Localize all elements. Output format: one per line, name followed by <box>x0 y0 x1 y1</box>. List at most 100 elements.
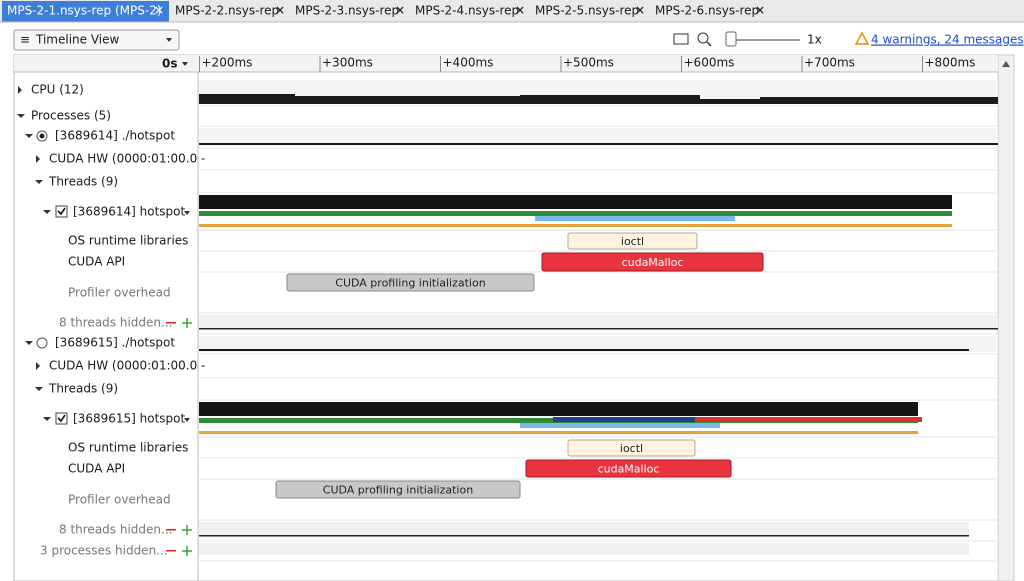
event-label[interactable]: cudaMalloc <box>598 463 660 476</box>
zoom-thumb[interactable] <box>725 31 737 47</box>
keyboard-icon[interactable] <box>673 33 689 45</box>
thread-state <box>520 423 720 428</box>
tab-label[interactable]: MPS-2-5.nsys-rep <box>535 4 639 18</box>
show-button[interactable] <box>182 525 192 535</box>
hide-button[interactable] <box>166 322 176 324</box>
tab-close[interactable]: ✕ <box>515 4 525 18</box>
process-activity <box>199 143 998 145</box>
tree-label[interactable]: [3689614] hotspot <box>73 205 185 219</box>
expander[interactable] <box>36 362 40 370</box>
row-band <box>199 80 998 100</box>
hide-button[interactable] <box>166 529 176 531</box>
thread-activity <box>199 195 952 209</box>
row-band <box>199 128 998 146</box>
ruler-tick-label: +200ms <box>202 56 253 70</box>
row-band <box>199 336 998 352</box>
checkbox[interactable] <box>55 412 68 425</box>
event-label[interactable]: cudaMalloc <box>622 256 684 269</box>
tree-label[interactable]: CUDA API <box>68 462 125 476</box>
zoom-out-icon[interactable] <box>697 32 709 44</box>
cpu-activity <box>199 94 998 104</box>
expander[interactable] <box>43 417 51 421</box>
tab-close[interactable]: ✕ <box>395 4 405 18</box>
tab-close[interactable]: ✕ <box>154 4 164 18</box>
expander[interactable] <box>43 210 51 214</box>
radio-dot <box>39 133 45 139</box>
tree-label[interactable]: Profiler overhead <box>68 286 171 300</box>
event-label[interactable]: CUDA profiling initialization <box>323 484 473 497</box>
tree-label[interactable]: CPU (12) <box>31 83 84 97</box>
expander[interactable] <box>36 155 40 163</box>
thread-activity <box>199 402 918 416</box>
event-label[interactable]: ioctl <box>620 442 643 455</box>
tree-label[interactable]: Threads (9) <box>48 175 118 189</box>
tab-label[interactable]: MPS-2-6.nsys-rep <box>655 4 759 18</box>
event-label[interactable]: ioctl <box>621 235 644 248</box>
tree-label: 3 processes hidden... <box>40 544 168 558</box>
radio[interactable] <box>36 337 48 349</box>
tab-close[interactable]: ✕ <box>635 4 645 18</box>
tree-label[interactable]: OS runtime libraries <box>68 234 188 248</box>
view-select[interactable] <box>13 29 180 51</box>
view-select-label[interactable]: Timeline View <box>35 33 120 47</box>
tree-label[interactable]: Threads (9) <box>48 382 118 396</box>
event-a_init[interactable] <box>286 273 535 292</box>
event-label[interactable]: CUDA profiling initialization <box>335 277 485 290</box>
ruler <box>14 55 998 72</box>
checkbox[interactable] <box>55 205 68 218</box>
events: ioctl cudaMalloc CUDA profiling initializa… <box>275 232 764 499</box>
event-a_malloc[interactable] <box>541 252 764 272</box>
tab-close[interactable]: ✕ <box>275 4 285 18</box>
event-b_ioctl[interactable] <box>567 439 696 457</box>
tree-label[interactable]: CUDA HW (0000:01:00.0 - <box>49 359 205 373</box>
hidden-activity <box>199 315 998 329</box>
expander[interactable] <box>25 134 33 138</box>
scroll-up[interactable] <box>1002 61 1010 67</box>
hide-button[interactable] <box>166 550 176 552</box>
tree-label[interactable]: [3689615] hotspot <box>73 412 185 426</box>
tree-label[interactable]: CUDA API <box>68 255 125 269</box>
dropdown-arrow[interactable] <box>184 211 190 215</box>
hidden-activity <box>199 535 969 537</box>
ruler-tick-label: +400ms <box>443 56 494 70</box>
tab-label[interactable]: MPS-2-2.nsys-rep <box>175 4 279 18</box>
hidden-activity <box>199 522 969 536</box>
expander[interactable] <box>18 86 22 94</box>
warnings-link[interactable]: 4 warnings, 24 messages <box>871 33 1024 47</box>
tree-label[interactable]: CUDA HW (0000:01:00.0 - <box>49 152 205 166</box>
expander[interactable] <box>35 387 43 391</box>
ruler-tick-label: +700ms <box>804 56 855 70</box>
dropdown-arrow[interactable] <box>184 418 190 422</box>
expander[interactable] <box>35 180 43 184</box>
menu-icon: ≡ <box>20 33 30 47</box>
show-button[interactable] <box>182 546 192 556</box>
tab-bar <box>0 0 1024 22</box>
tree-label: 8 threads hidden... <box>59 316 172 330</box>
scrollbar[interactable] <box>997 54 1015 581</box>
tab-label[interactable]: MPS-2-4.nsys-rep <box>415 4 519 18</box>
expander[interactable] <box>17 114 25 118</box>
event-a_ioctl[interactable] <box>567 232 698 250</box>
thread-state <box>695 417 922 422</box>
tree-label: 8 threads hidden... <box>59 523 172 537</box>
event-b_malloc[interactable] <box>525 459 732 478</box>
dropdown-arrow <box>182 62 188 66</box>
tab-label[interactable]: MPS-2-3.nsys-rep <box>295 4 399 18</box>
tab-label[interactable]: MPS-2-1.nsys-rep (MPS-2) <box>7 4 162 18</box>
ruler-origin: 0s <box>162 57 178 71</box>
tree-label[interactable]: Profiler overhead <box>68 493 171 507</box>
thread-state <box>535 216 735 221</box>
tree-label[interactable]: [3689614] ./hotspot <box>55 129 175 143</box>
ruler-tick-label: +300ms <box>322 56 373 70</box>
process-groups: [3689614] ./hotspot CUDA HW (0000:01:00.0… <box>25 129 998 555</box>
tab-close[interactable]: ✕ <box>755 4 765 18</box>
event-b_init[interactable] <box>275 480 521 499</box>
process-activity <box>199 349 969 351</box>
tree-label[interactable]: Processes (5) <box>31 109 111 123</box>
tree-label[interactable]: OS runtime libraries <box>68 441 188 455</box>
show-button[interactable] <box>182 318 192 328</box>
expander[interactable] <box>25 341 33 345</box>
tree-label[interactable]: [3689615] ./hotspot <box>55 336 175 350</box>
active-tab[interactable] <box>2 1 169 22</box>
